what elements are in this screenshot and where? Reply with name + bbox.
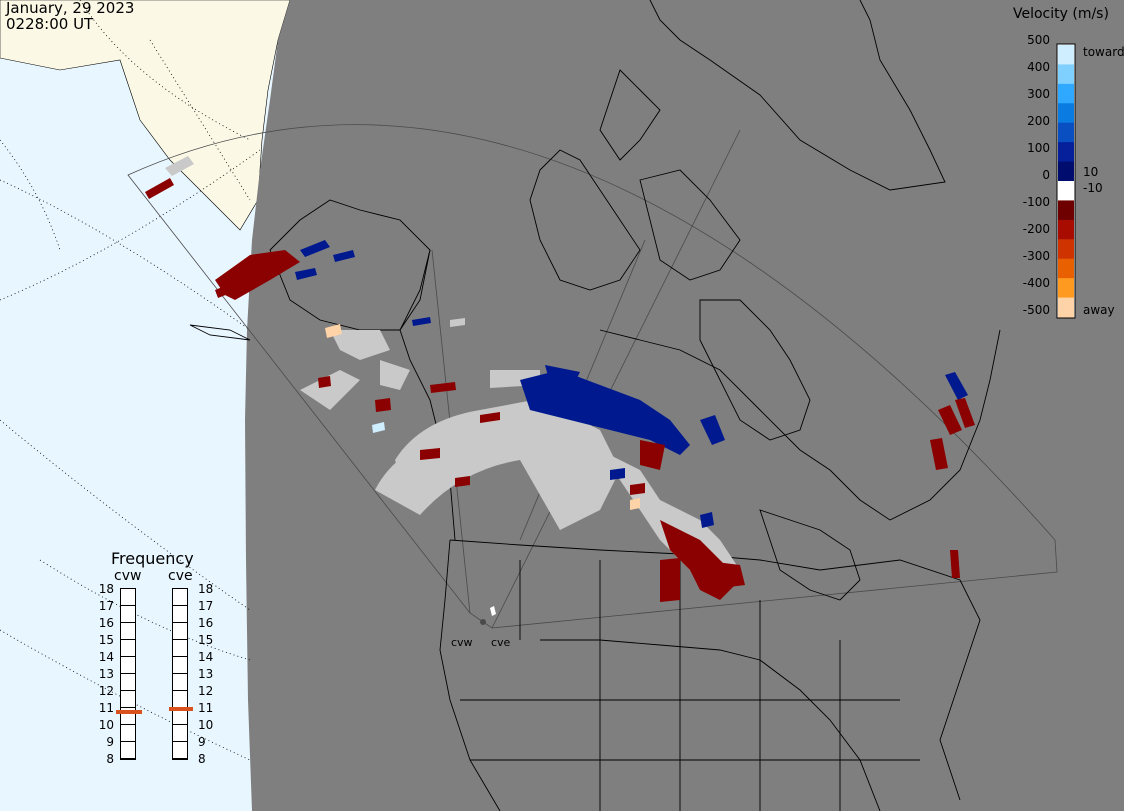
- colorbar-tick-label: 300: [1027, 87, 1050, 101]
- toward-label: toward: [1083, 45, 1124, 59]
- colorbar-tick-label: 400: [1027, 60, 1050, 74]
- colorbar-segment: [1058, 200, 1074, 221]
- frequency-cell: [173, 742, 187, 759]
- coastlines: [189, 0, 1001, 811]
- frequency-tick-label: 11: [98, 701, 114, 715]
- frequency-tick-label: 13: [98, 667, 114, 681]
- frequency-marker-east: [169, 706, 193, 711]
- frequency-scale-west: [120, 588, 136, 760]
- colorbar-segment: [1058, 103, 1074, 124]
- positive-velocity-echoes: [295, 240, 968, 528]
- colorbar-segment: [1058, 142, 1074, 163]
- colorbar-tick-label: -500: [1022, 303, 1050, 317]
- frequency-cell: [121, 623, 135, 640]
- colorbar-segment: [1058, 161, 1074, 182]
- frequency-tick-label: 18: [198, 582, 214, 596]
- frequency-tick-label: 12: [198, 684, 214, 698]
- dayside-land: [0, 0, 291, 231]
- frequency-scale-east: [172, 588, 188, 760]
- inner-positive-label: 10: [1083, 165, 1099, 179]
- frequency-tick-label: 8: [198, 752, 206, 766]
- colorbar-segment: [1058, 45, 1074, 65]
- colorbar-tick-label: -300: [1022, 249, 1050, 263]
- frequency-head-west: cvw: [114, 568, 142, 584]
- radar-label-east: cve: [491, 636, 511, 649]
- colorbar-tick-label: -400: [1022, 276, 1050, 290]
- frequency-cell: [121, 708, 135, 725]
- colorbar-tick-label: 100: [1027, 141, 1050, 155]
- weak-velocity-echoes: [325, 324, 640, 616]
- negative-velocity-echoes: [145, 178, 975, 602]
- frequency-head-east: cve: [168, 568, 193, 584]
- frequency-cell: [173, 725, 187, 742]
- nightside-shading: [245, 0, 1124, 811]
- frequency-cell: [173, 674, 187, 691]
- frequency-cell: [173, 640, 187, 657]
- frequency-title: Frequency: [111, 549, 194, 568]
- frequency-cell: [173, 606, 187, 623]
- radar-site-marker: [480, 619, 486, 625]
- colorbar-tick-label: 200: [1027, 114, 1050, 128]
- frequency-tick-label: 9: [198, 735, 206, 749]
- time-label: 0228:00 UT: [6, 15, 94, 33]
- radar-label-west: cvw: [451, 636, 473, 649]
- frequency-tick-label: 14: [98, 650, 114, 664]
- graticule: [0, 0, 261, 761]
- frequency-cell: [173, 708, 187, 725]
- frequency-tick-label: 10: [98, 718, 114, 732]
- frequency-marker-west: [116, 710, 142, 715]
- frequency-cell: [173, 623, 187, 640]
- colorbar-segment: [1058, 219, 1074, 240]
- colorbar-segment: [1058, 278, 1074, 299]
- frequency-tick-label: 15: [198, 633, 214, 647]
- frequency-tick-label: 13: [198, 667, 214, 681]
- frequency-cell: [121, 742, 135, 759]
- away-label: away: [1083, 303, 1115, 317]
- colorbar-segment: [1058, 258, 1074, 279]
- colorbar-title: Velocity (m/s): [1013, 6, 1109, 22]
- frequency-tick-label: 11: [198, 701, 214, 715]
- frequency-tick-label: 9: [106, 735, 114, 749]
- frequency-cell: [173, 691, 187, 708]
- colorbar-segments: [1058, 45, 1074, 318]
- inner-negative-label: -10: [1083, 181, 1103, 195]
- date-label: January, 29 2023: [6, 0, 135, 17]
- colorbar-tick-label: -200: [1022, 222, 1050, 236]
- frequency-cell: [173, 589, 187, 606]
- frequency-cell: [121, 589, 135, 606]
- frequency-tick-label: 17: [98, 599, 114, 613]
- colorbar-segment: [1058, 64, 1074, 85]
- frequency-cell: [121, 725, 135, 742]
- frequency-cell: [173, 657, 187, 674]
- frequency-cell: [121, 691, 135, 708]
- frequency-tick-label: 17: [198, 599, 214, 613]
- colorbar-segment: [1058, 297, 1074, 318]
- colorbar-tick-label: -100: [1022, 195, 1050, 209]
- frequency-tick-label: 16: [198, 616, 214, 630]
- velocity-colorbar: [1056, 43, 1076, 319]
- frequency-tick-label: 16: [98, 616, 114, 630]
- frequency-tick-label: 18: [98, 582, 114, 596]
- colorbar-tick-label: 500: [1027, 33, 1050, 47]
- frequency-tick-label: 10: [198, 718, 214, 732]
- frequency-tick-label: 8: [106, 752, 114, 766]
- frequency-cell: [121, 640, 135, 657]
- frequency-cell: [121, 674, 135, 691]
- colorbar-segment: [1058, 83, 1074, 104]
- frequency-tick-label: 15: [98, 633, 114, 647]
- frequency-tick-label: 14: [198, 650, 214, 664]
- frequency-tick-label: 12: [98, 684, 114, 698]
- colorbar-segment: [1058, 122, 1074, 143]
- frequency-cell: [121, 657, 135, 674]
- colorbar-segment: [1058, 239, 1074, 260]
- colorbar-tick-label: 0: [1042, 168, 1050, 182]
- colorbar-segment: [1058, 181, 1074, 201]
- frequency-cell: [121, 606, 135, 623]
